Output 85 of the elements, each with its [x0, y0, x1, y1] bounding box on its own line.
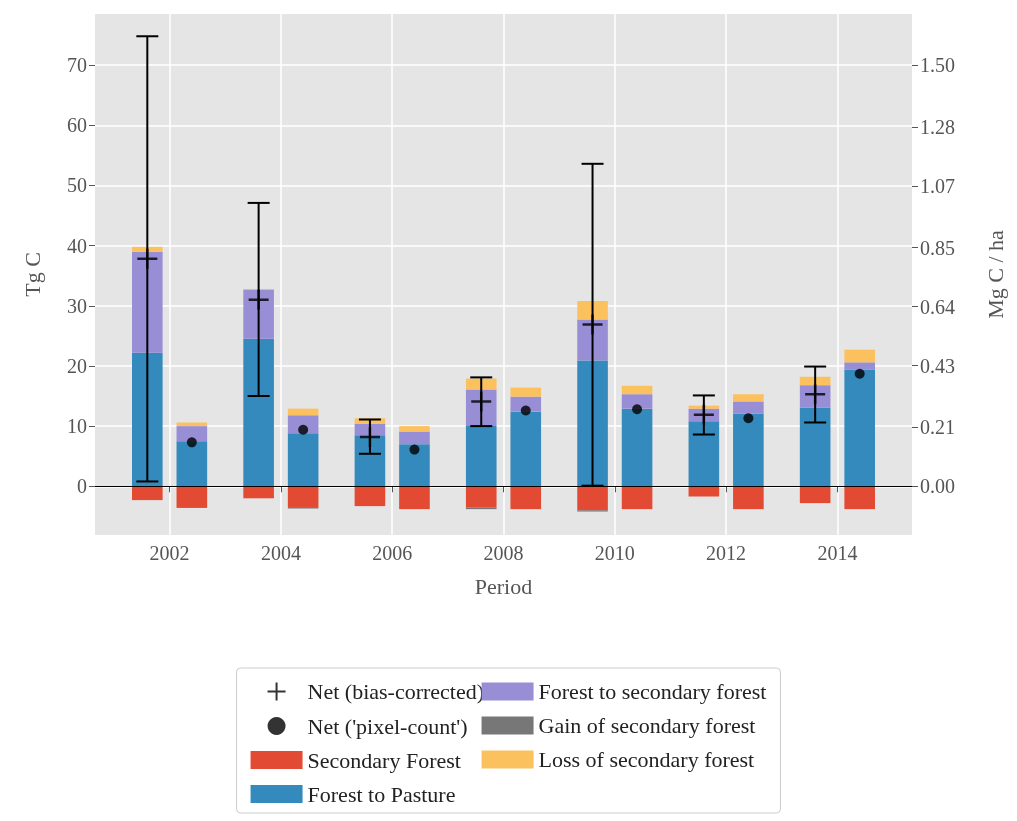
bar [287, 433, 319, 487]
bar [799, 486, 831, 504]
bar [844, 349, 875, 363]
y2-tick-label: 0.21 [920, 416, 955, 439]
x-tick-label: 2004 [260, 542, 301, 564]
bar [844, 486, 875, 510]
y-tick-label: 10 [67, 415, 87, 438]
legend-label: Net (bias-corrected) [307, 679, 485, 704]
legend-label: Net ('pixel-count') [307, 713, 468, 739]
x-tick-label: 2014 [817, 542, 858, 564]
bar [577, 300, 608, 320]
bar [399, 426, 430, 432]
bar [510, 411, 542, 487]
x-tick-label: 2012 [706, 542, 747, 564]
bar [688, 405, 720, 409]
legend-label: Loss of secondary forest [538, 747, 755, 772]
y2-tick-label: 0.00 [920, 475, 955, 498]
bar [465, 426, 497, 487]
bar [243, 289, 274, 339]
bar [243, 338, 274, 487]
y-tick-label: 20 [67, 354, 87, 377]
bar [733, 394, 764, 402]
legend-label: Gain of secondary forest [538, 713, 756, 738]
x-tick-label: 2006 [372, 542, 413, 564]
point [581, 313, 604, 336]
bar [621, 486, 653, 510]
y-tick-label: 60 [67, 114, 87, 137]
y-tick-label: 70 [67, 54, 87, 77]
bar [688, 421, 720, 487]
bar [733, 486, 764, 510]
bar [465, 486, 497, 508]
x-tick-label: 2008 [483, 542, 524, 564]
bar [510, 486, 542, 510]
y-tick-label: 0 [77, 475, 87, 498]
bar [176, 426, 208, 442]
x-tick-label: 2010 [594, 542, 635, 564]
point [632, 404, 643, 415]
bar [399, 444, 430, 487]
bar [354, 435, 386, 487]
legend-label: Secondary Forest [307, 747, 461, 773]
bar [132, 352, 163, 487]
bar [243, 486, 274, 499]
y-tick-label: 50 [67, 174, 87, 197]
legend-label: Forest to secondary forest [538, 679, 767, 704]
y2-tick-label: 1.50 [920, 54, 955, 77]
y-tick-label: 40 [67, 234, 87, 257]
bar [799, 407, 831, 487]
bar [510, 387, 542, 397]
y2-tick-label: 0.85 [920, 236, 955, 259]
point [136, 247, 159, 271]
y2-tick-label: 1.07 [920, 174, 955, 197]
point [854, 368, 865, 379]
bar [621, 394, 653, 409]
bar [132, 251, 163, 353]
bar [399, 486, 430, 510]
point [409, 444, 420, 455]
bar [621, 408, 653, 487]
bar [733, 401, 764, 414]
bar [132, 486, 163, 501]
y-tick-label: 30 [67, 294, 87, 317]
bar [844, 362, 875, 370]
y2-tick-label: 1.28 [920, 115, 955, 138]
bar [176, 422, 208, 427]
y2-axis-title: Mg C / ha [982, 229, 1008, 319]
bar [577, 486, 608, 511]
x-axis-title: Period [474, 573, 533, 599]
bar [844, 369, 875, 487]
y2-tick-label: 0.43 [920, 354, 955, 377]
bar [176, 441, 208, 487]
bar [354, 486, 386, 507]
y-axis-title: Tg C [19, 252, 45, 297]
bar [132, 246, 163, 252]
bar [577, 360, 608, 487]
bar [733, 413, 764, 487]
y2-tick-label: 0.64 [920, 295, 955, 318]
bar [176, 486, 208, 508]
bar [621, 385, 653, 395]
point [743, 413, 754, 424]
point [247, 288, 270, 312]
point [186, 437, 197, 448]
legend-label: Forest to Pasture [307, 781, 456, 807]
x-tick-label: 2002 [149, 542, 190, 564]
bar [399, 431, 430, 445]
bar [287, 486, 319, 508]
point [520, 405, 531, 416]
